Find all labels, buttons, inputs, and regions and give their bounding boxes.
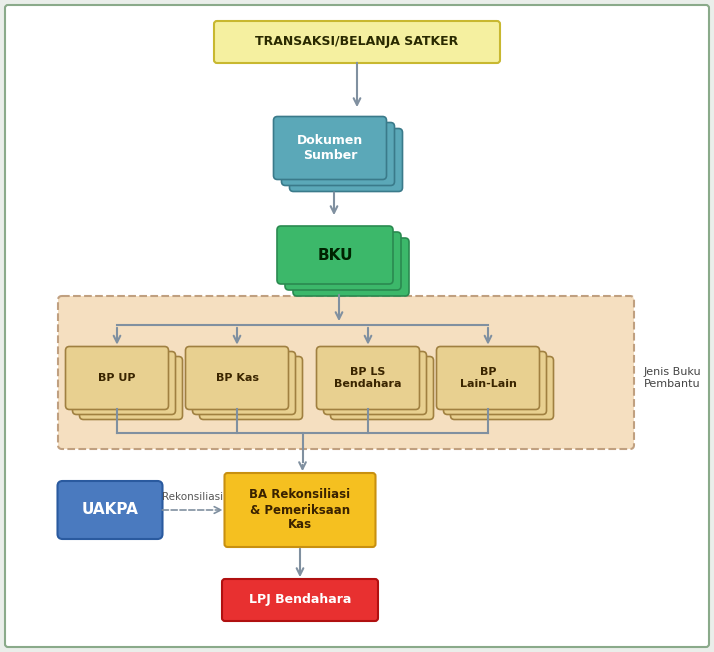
FancyBboxPatch shape (73, 351, 176, 415)
FancyBboxPatch shape (293, 238, 409, 296)
FancyBboxPatch shape (285, 232, 401, 290)
FancyBboxPatch shape (5, 5, 709, 647)
FancyBboxPatch shape (58, 296, 634, 449)
FancyBboxPatch shape (79, 357, 183, 419)
Text: BP
Lain-Lain: BP Lain-Lain (460, 367, 516, 389)
Text: BKU: BKU (317, 248, 353, 263)
Text: TRANSAKSI/BELANJA SATKER: TRANSAKSI/BELANJA SATKER (256, 35, 458, 48)
FancyBboxPatch shape (186, 346, 288, 409)
FancyBboxPatch shape (222, 579, 378, 621)
Text: BP LS
Bendahara: BP LS Bendahara (334, 367, 402, 389)
FancyBboxPatch shape (436, 346, 540, 409)
Text: LPJ Bendahara: LPJ Bendahara (248, 593, 351, 606)
Text: Rekonsiliasi: Rekonsiliasi (162, 492, 223, 502)
FancyBboxPatch shape (199, 357, 303, 419)
Text: UAKPA: UAKPA (81, 503, 139, 518)
FancyBboxPatch shape (214, 21, 500, 63)
FancyBboxPatch shape (331, 357, 433, 419)
FancyBboxPatch shape (316, 346, 420, 409)
FancyBboxPatch shape (281, 123, 395, 186)
FancyBboxPatch shape (323, 351, 426, 415)
FancyBboxPatch shape (277, 226, 393, 284)
FancyBboxPatch shape (58, 481, 163, 539)
FancyBboxPatch shape (451, 357, 553, 419)
Text: BA Rekonsiliasi
& Pemeriksaan
Kas: BA Rekonsiliasi & Pemeriksaan Kas (249, 488, 351, 531)
Text: Dokumen
Sumber: Dokumen Sumber (297, 134, 363, 162)
FancyBboxPatch shape (443, 351, 546, 415)
Text: Jenis Buku
Pembantu: Jenis Buku Pembantu (643, 367, 701, 389)
Text: BP Kas: BP Kas (216, 373, 258, 383)
FancyBboxPatch shape (273, 117, 386, 179)
FancyBboxPatch shape (66, 346, 169, 409)
FancyBboxPatch shape (193, 351, 296, 415)
FancyBboxPatch shape (224, 473, 376, 547)
Text: BP UP: BP UP (99, 373, 136, 383)
FancyBboxPatch shape (289, 128, 403, 192)
